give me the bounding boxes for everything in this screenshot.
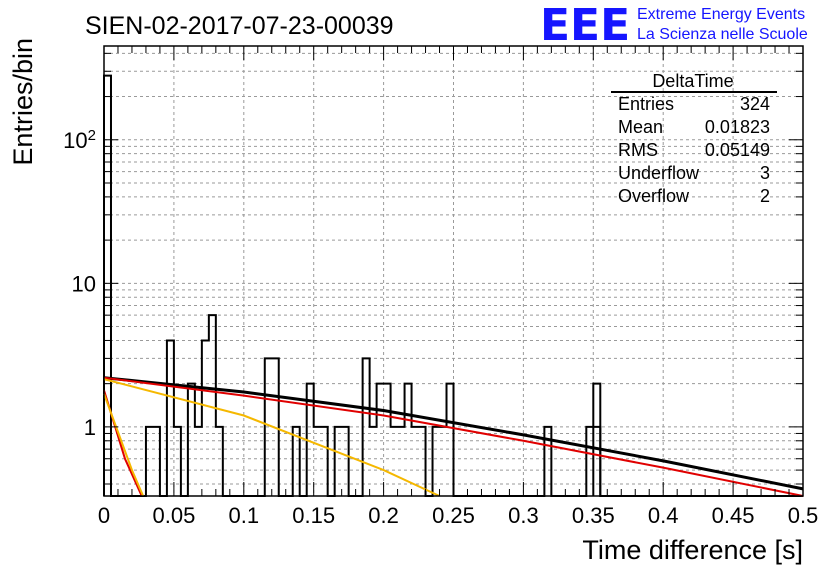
eee-logo-mark: EEE [540,0,630,51]
stats-row-label: Underflow [618,163,700,183]
histogram-bin [592,382,602,496]
stats-row-label: Entries [618,94,674,114]
stats-row-value: 0.01823 [705,117,770,137]
x-tick-label: 0.3 [508,503,539,528]
fit-curve-2 [103,376,804,497]
stats-row-value: 324 [740,94,770,114]
y-tick-label: 102 [63,126,96,153]
axes [103,45,804,497]
eee-logo-line2: La Scienza nelle Scuole [637,26,808,43]
stats-row-value: 2 [760,186,770,206]
stats-row-label: Overflow [618,186,690,206]
x-tick-label: 0.1 [229,503,260,528]
x-tick-label: 0.2 [368,503,399,528]
eee-logo-line1: Extreme Energy Events [637,6,805,23]
stats-row-value: 0.05149 [705,140,770,160]
x-axis-label: Time difference [s] [582,535,803,565]
y-tick-label: 10 [72,271,96,296]
y-axis-label: Entries/bin [8,38,38,166]
x-tick-label: 0.5 [788,503,819,528]
x-tick-label: 0.05 [152,503,195,528]
eee-logo: EEE Extreme Energy Events La Scienza nel… [540,0,808,51]
stats-row-value: 3 [760,163,770,183]
fit-curve-1 [103,376,804,491]
stats-row-label: RMS [618,140,658,160]
y-tick-label: 1 [84,415,96,440]
x-tick-label: 0 [98,503,110,528]
x-tick-label: 0.15 [292,503,335,528]
x-tick-label: 0.45 [712,503,755,528]
x-tick-label: 0.4 [648,503,679,528]
x-tick-label: 0.25 [432,503,475,528]
fit-curve-5 [103,393,145,497]
fit-curve-3 [103,378,440,497]
tick-labels: 0 0.05 0.1 0.15 0.2 0.25 0.3 0.35 0.4 0.45 0.5 1 10 1… [63,126,818,528]
stats-box: DeltaTime Entries 324 Mean 0.01823 RMS 0.0514… [611,71,777,206]
fit-curves [103,376,804,497]
stats-row-label: Mean [618,117,663,137]
x-tick-label: 0.35 [572,503,615,528]
stats-box-title: DeltaTime [652,71,733,91]
chart-title: SIEN-02-2017-07-23-00039 [85,12,394,40]
